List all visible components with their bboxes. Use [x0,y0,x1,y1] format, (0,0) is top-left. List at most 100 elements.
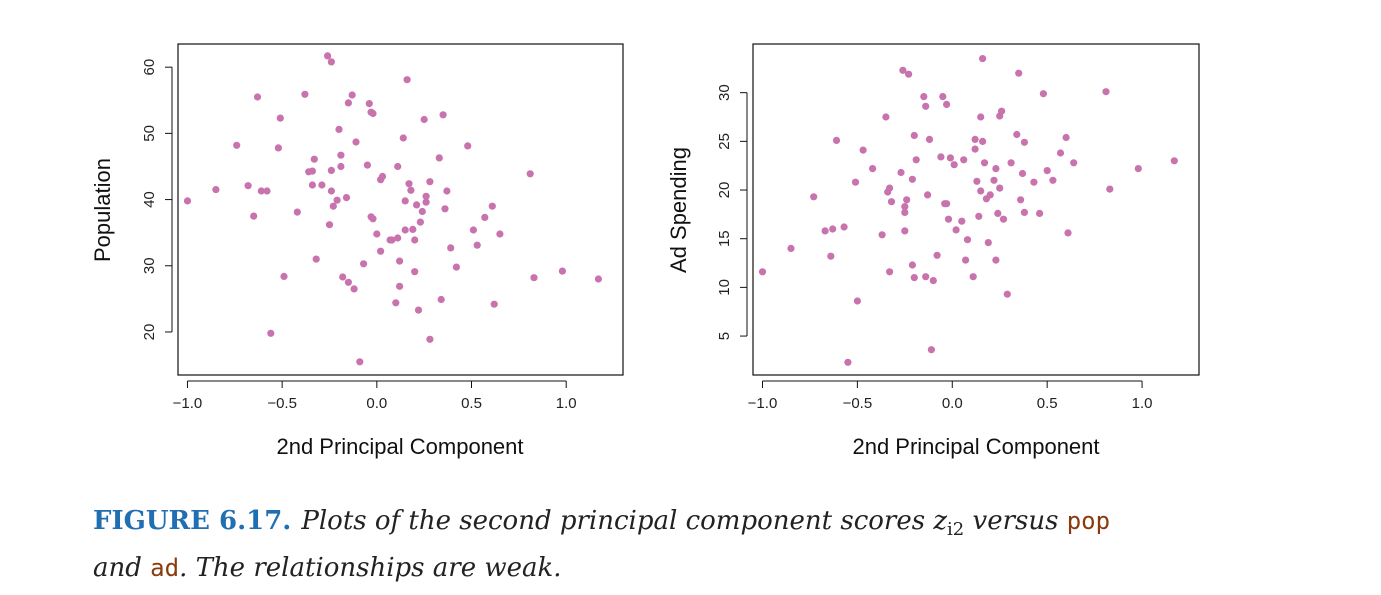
data-point [312,255,320,263]
data-points [183,52,603,366]
data-point [352,138,360,146]
data-point [827,252,835,260]
data-point [530,274,538,282]
data-point [946,154,955,162]
data-point [910,274,918,282]
data-point [274,144,282,152]
data-point [984,239,992,247]
data-point [901,208,909,216]
plot-frame [177,43,624,376]
data-point [526,170,534,178]
data-point [369,215,377,223]
data-point [407,186,415,194]
data-point [401,197,409,205]
x-tick-label: −0.5 [843,395,873,412]
data-point [594,275,603,283]
data-point [1015,69,1023,77]
data-point [901,203,909,211]
data-point [318,181,326,189]
data-point [944,215,953,223]
data-point [1049,176,1057,184]
data-point [971,145,979,153]
data-point [426,335,434,343]
data-point [943,200,951,208]
data-point [992,256,1000,264]
data-point [973,177,981,185]
y-tick-label: 15 [716,230,733,247]
data-point [962,256,970,264]
data-point [1064,229,1072,237]
y-tick-label: 50 [141,125,158,142]
data-point [276,114,284,122]
data-point [413,201,421,209]
data-point [908,261,917,269]
caption-label: FIGURE 6.17. [93,506,292,536]
data-point [939,93,947,101]
data-point [832,136,841,144]
data-point [844,358,852,366]
data-point [183,197,192,205]
data-point [396,257,404,265]
data-point [464,142,472,150]
data-point [257,187,265,195]
data-point [337,151,345,159]
data-point [878,231,886,239]
population-scatter-panel: −1.0 −0.5 0.0 0.5 1.0 20 30 40 50 60 2nd Princip… [90,43,624,459]
data-point [441,205,449,213]
y-tick-label: 10 [716,279,733,296]
data-point [422,198,430,206]
data-point [447,244,455,252]
x-tick-label: 1.0 [556,395,577,412]
data-point [310,155,318,163]
data-point [293,208,301,216]
figure-plots: −1.0 −0.5 0.0 0.5 1.0 20 30 40 50 60 2nd Princip… [90,43,1200,459]
data-point [558,267,567,275]
data-point [979,55,987,63]
data-point [250,212,258,220]
data-point [912,156,920,164]
data-point [937,153,945,161]
y-axis-title: Ad Spending [666,147,691,273]
y-tick-label: 20 [716,182,733,199]
data-point [927,346,936,354]
data-point [994,209,1002,217]
data-point [1013,130,1021,139]
data-point [342,194,351,202]
data-point [905,70,913,78]
figure-caption: FIGURE 6.17. Plots of the second principa… [93,502,1273,587]
data-point [414,306,423,314]
data-point [426,178,434,186]
caption-text-part: and [93,553,151,584]
x-tick-label: −0.5 [267,395,297,412]
data-point [969,273,977,281]
y-tick-label: 25 [716,133,733,150]
x-tick-label: 0.0 [942,395,963,412]
data-point [481,213,489,221]
data-point [409,225,417,233]
caption-text-part: versus [964,506,1067,536]
x-tick-label: −1.0 [748,395,778,412]
data-point [325,221,334,229]
data-point [350,285,358,293]
data-point [1020,208,1028,216]
data-point [253,93,262,101]
data-point [280,272,288,280]
data-point [950,161,958,169]
code-ad: ad [150,554,180,583]
data-point [897,168,905,177]
data-point [886,268,894,276]
data-point [1056,149,1065,157]
data-point [360,260,368,268]
x-axis: −1.0 −0.5 0.0 0.5 1.0 [748,380,1152,412]
y-tick-label: 30 [141,257,158,274]
data-point [903,196,911,204]
data-point [496,230,504,238]
data-point [787,244,795,252]
data-point [344,278,352,286]
data-point [963,236,972,244]
data-point [986,191,994,199]
caption-text-part: . The relationships are weak. [179,553,562,584]
data-point [899,66,907,74]
data-point [758,268,767,276]
y-tick-label: 20 [141,324,158,341]
